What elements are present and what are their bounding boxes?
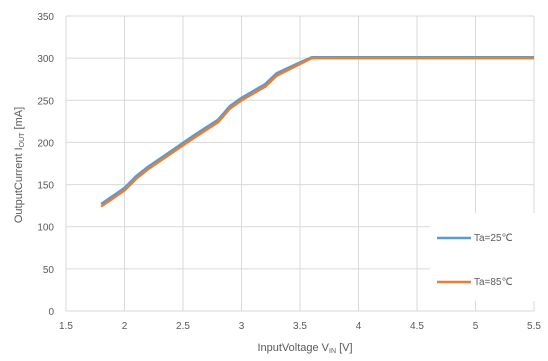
y-tick-label: 200 — [37, 138, 54, 149]
legend-label-85c: Ta=85℃ — [474, 277, 513, 288]
x-tick-label: 3 — [239, 321, 245, 332]
grid-lines — [65, 15, 535, 312]
x-tick-labels: 1.5 2 2.5 3 3.5 4 4.5 5 5.5 — [59, 321, 541, 332]
x-tick-label: 5.5 — [527, 321, 541, 332]
legend: Ta=25℃ Ta=85℃ — [430, 213, 545, 301]
x-tick-label: 4.5 — [410, 321, 424, 332]
x-tick-label: 3.5 — [293, 321, 307, 332]
x-tick-label: 2 — [122, 321, 128, 332]
legend-box — [430, 213, 545, 301]
legend-label-25c: Ta=25℃ — [474, 233, 513, 244]
y-axis-label: OutputCurrent IOUT [mA] — [13, 107, 26, 223]
y-tick-label: 150 — [37, 181, 54, 192]
y-tick-label: 0 — [48, 307, 54, 318]
y-tick-label: 100 — [37, 223, 54, 234]
y-tick-label: 350 — [37, 12, 54, 23]
series-line-1 — [100, 56, 534, 208]
y-tick-label: 250 — [37, 96, 54, 107]
x-tick-label: 4 — [356, 321, 362, 332]
series-lines — [100, 56, 534, 208]
y-tick-label: 300 — [37, 54, 54, 65]
y-tick-label: 50 — [43, 265, 55, 276]
y-tick-labels: 0 50 100 150 200 250 300 350 — [37, 12, 54, 318]
x-tick-label: 5 — [473, 321, 479, 332]
x-tick-label: 2.5 — [176, 321, 190, 332]
series-line-0 — [100, 56, 534, 206]
x-tick-label: 1.5 — [59, 321, 73, 332]
x-axis-label: InputVoltage VIN [V] — [257, 342, 352, 355]
